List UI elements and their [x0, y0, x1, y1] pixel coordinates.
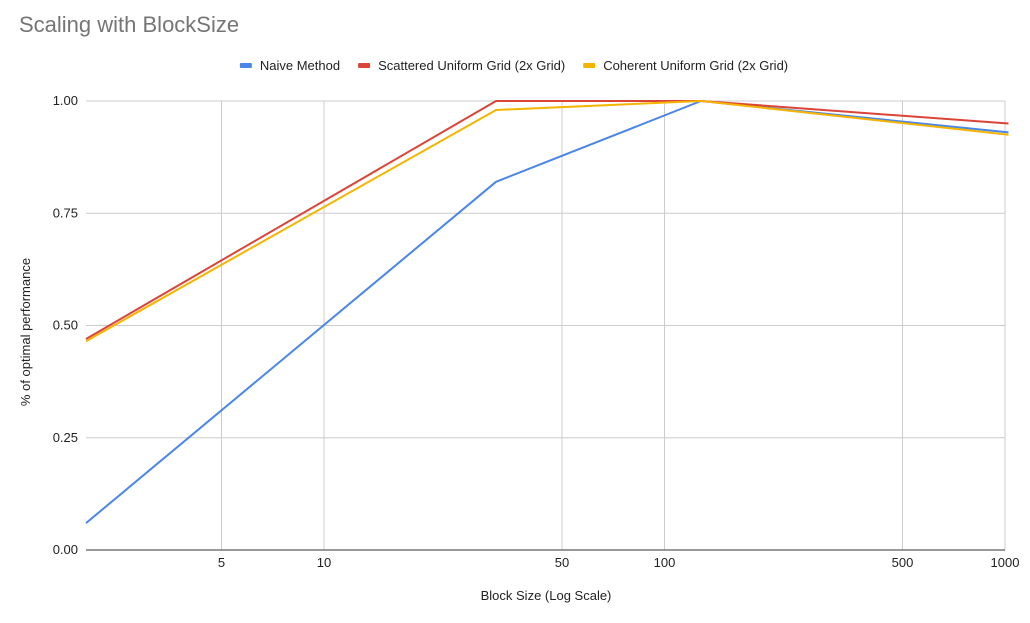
x-tick-label: 10	[317, 555, 331, 570]
y-tick-label: 0.75	[53, 205, 78, 220]
x-tick-label: 1000	[991, 555, 1020, 570]
legend-swatch	[358, 63, 371, 68]
y-tick-label: 1.00	[53, 93, 78, 108]
legend-label: Naive Method	[260, 58, 340, 73]
x-tick-label: 100	[654, 555, 676, 570]
x-axis-title: Block Size (Log Scale)	[481, 588, 612, 603]
series-layer	[85, 100, 1009, 524]
x-tick-label: 50	[555, 555, 569, 570]
y-tick-label: 0.50	[53, 318, 78, 333]
legend: Naive Method Scattered Uniform Grid (2x G…	[239, 58, 788, 73]
legend-swatch	[583, 63, 596, 68]
axis-layer: 0.00 0.25 0.50 0.75 1.00 5 10 50 100 500 1000	[53, 93, 1020, 570]
y-tick-label: 0.00	[53, 542, 78, 557]
series-line-2	[85, 100, 1009, 340]
grid-layer	[86, 100, 1006, 550]
y-tick-label: 0.25	[53, 430, 78, 445]
legend-label: Coherent Uniform Grid (2x Grid)	[603, 58, 788, 73]
legend-label: Scattered Uniform Grid (2x Grid)	[378, 58, 565, 73]
series-line-3	[85, 100, 1009, 343]
legend-swatch	[239, 63, 252, 68]
y-axis-title: % of optimal performance	[18, 258, 33, 406]
series-line-1	[85, 100, 1009, 524]
chart-title: Scaling with BlockSize	[19, 12, 240, 37]
x-tick-label: 500	[892, 555, 914, 570]
x-tick-label: 5	[218, 555, 225, 570]
